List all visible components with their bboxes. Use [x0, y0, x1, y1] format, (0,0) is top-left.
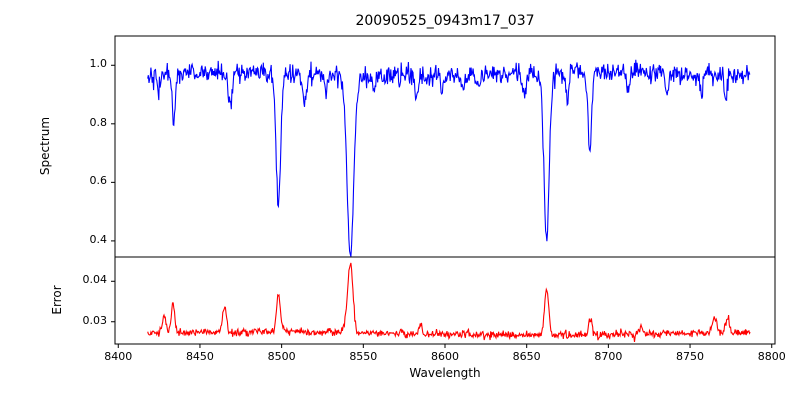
x-tick-label: 8450 [185, 350, 214, 363]
x-tick-label: 8500 [267, 350, 296, 363]
wavelength-axis-label: Wavelength [409, 366, 481, 380]
spectrum-y-tick-label: 1.0 [89, 57, 108, 71]
error-axes-frame [114, 256, 776, 345]
spectrum-axes-frame [114, 35, 776, 258]
spectrum-line [147, 59, 751, 257]
spectrum-y-tick-label: 0.6 [89, 174, 108, 188]
x-tick-label: 8700 [594, 350, 623, 363]
x-tick-label: 8800 [757, 350, 786, 363]
error-y-tick-label: 0.03 [82, 313, 108, 327]
x-tick-label: 8750 [676, 350, 705, 363]
x-tick-label: 8600 [431, 350, 459, 363]
error-line [147, 262, 751, 342]
x-tick-label: 8550 [349, 350, 378, 363]
error-y-tick-label: 0.04 [82, 273, 108, 287]
spectrum-y-tick-label: 0.8 [89, 115, 108, 129]
chart-title: 20090525_0943m17_037 [355, 13, 535, 29]
x-tick-label: 8400 [104, 350, 133, 363]
spectrum-y-tick-label: 0.4 [89, 232, 108, 246]
x-tick-label: 8650 [512, 350, 541, 363]
